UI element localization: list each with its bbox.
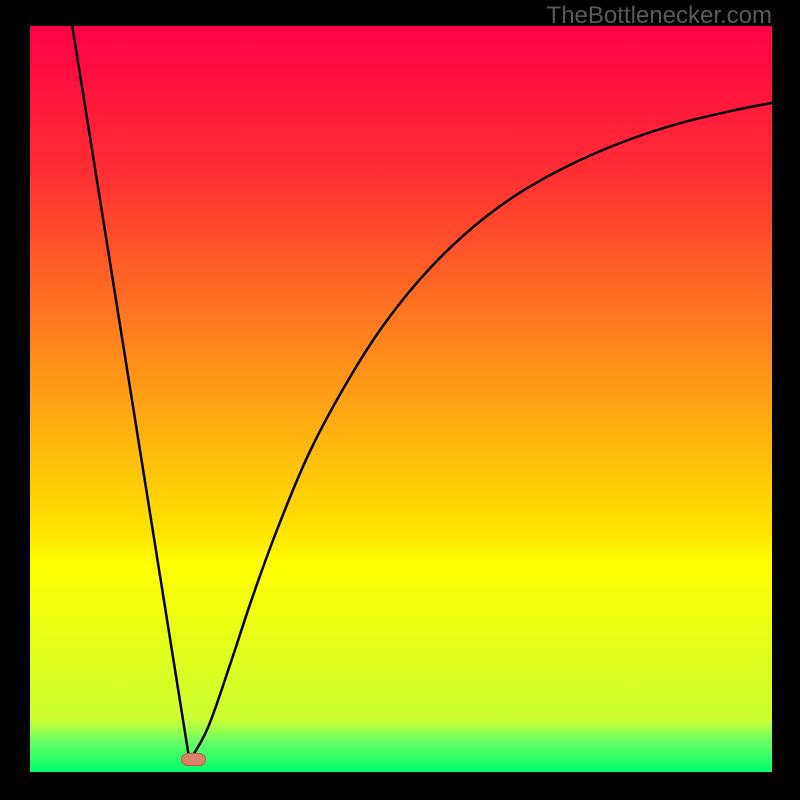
curve-layer — [0, 0, 800, 800]
bottleneck-curve — [72, 26, 772, 761]
minimum-marker — [181, 753, 207, 765]
chart-container: TheBottlenecker.com — [0, 0, 800, 800]
watermark-text: TheBottlenecker.com — [547, 2, 772, 30]
